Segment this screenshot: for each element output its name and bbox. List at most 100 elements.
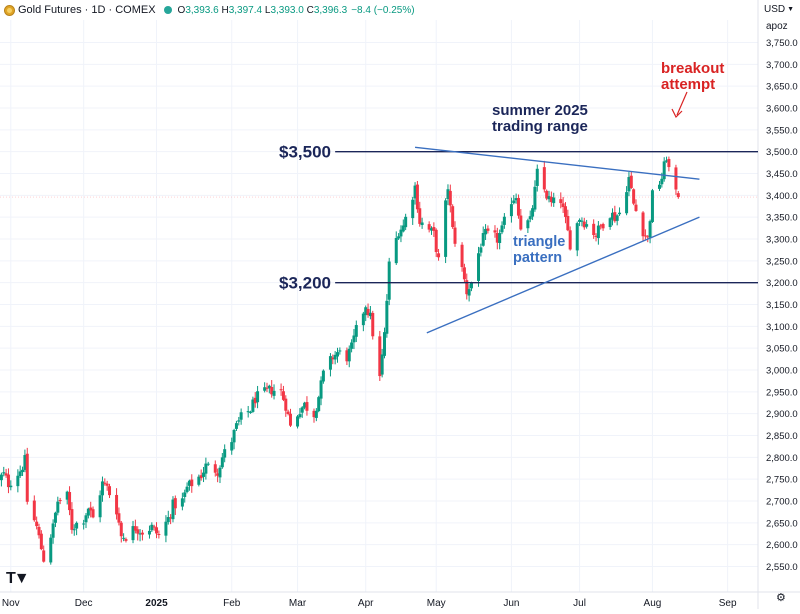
candle-body (105, 483, 109, 486)
candle (516, 194, 520, 219)
candle-body (618, 212, 622, 215)
candle (216, 468, 220, 483)
ohlc-readout: O3,393.6 H3,397.4 L3,393.0 C3,396.3 (177, 4, 348, 16)
candle-body (9, 485, 13, 488)
candle-body (279, 389, 283, 391)
candle-body (65, 491, 69, 500)
candle-body (190, 479, 194, 487)
x-tick-label: Mar (289, 598, 307, 609)
candle-body (526, 220, 530, 229)
candle-body (364, 307, 368, 316)
candle-body (427, 224, 431, 230)
candle (596, 221, 600, 245)
candle (16, 469, 20, 493)
candle (84, 513, 88, 529)
candle (404, 213, 408, 231)
candle-body (509, 204, 513, 217)
candle (437, 248, 441, 261)
candle (6, 468, 10, 494)
candle-body (321, 370, 325, 382)
candle (500, 221, 504, 235)
candle-body (185, 486, 189, 492)
candle (568, 226, 572, 251)
candle-body (646, 236, 650, 238)
candle-body (251, 399, 255, 412)
high-value: 3,397.4 (228, 4, 263, 16)
unit-label: apoz (766, 21, 788, 32)
change-value: −8.4 (−0.25%) (351, 4, 415, 16)
candle-body (352, 335, 356, 343)
candle-body (585, 224, 589, 227)
candle-body (91, 509, 95, 518)
candle (314, 408, 318, 422)
candle (662, 157, 666, 182)
candle-body (335, 352, 339, 357)
candle (665, 156, 669, 163)
candle-body (380, 354, 384, 375)
candle (164, 515, 168, 543)
candle (284, 395, 288, 417)
x-tick-label: Feb (223, 598, 241, 609)
x-tick-label: Nov (2, 598, 20, 609)
candle-body (333, 354, 337, 360)
candle-body (25, 453, 29, 502)
candle-body (566, 216, 570, 231)
candle (387, 257, 391, 306)
candle-body (674, 167, 678, 190)
candle (18, 465, 22, 478)
candle-body (451, 206, 455, 228)
symbol-title[interactable]: Gold Futures · 1D · COMEX (18, 4, 156, 16)
candle (173, 495, 177, 515)
candle (89, 501, 93, 518)
candle (256, 385, 260, 409)
candle-body (147, 530, 151, 535)
candle (0, 472, 3, 487)
y-tick-label: 3,400.0 (766, 191, 798, 202)
candle (25, 447, 29, 505)
candle (180, 492, 184, 511)
currency-selector[interactable]: USD ▼ (764, 4, 794, 15)
candle-body (418, 208, 422, 224)
candle-body (549, 196, 553, 203)
candle-body (328, 356, 332, 370)
candle-body (481, 233, 485, 246)
candle-body (223, 449, 227, 458)
candle-body (133, 526, 137, 531)
candle-body (298, 414, 302, 418)
y-tick-label: 3,500.0 (766, 147, 798, 158)
candle (578, 218, 582, 227)
candle-body (634, 204, 638, 211)
gold-coin-icon (4, 4, 15, 16)
candle-body (676, 193, 680, 198)
candle-body (385, 300, 389, 334)
candle-body (122, 537, 126, 539)
candle (53, 511, 57, 528)
candle (317, 395, 321, 413)
candle (133, 519, 137, 534)
candles (0, 156, 680, 565)
candle (213, 460, 217, 477)
candle (354, 320, 358, 343)
candle (361, 311, 365, 332)
candle-body (108, 486, 112, 496)
candle (427, 221, 431, 233)
candle (98, 490, 102, 523)
close-value: 3,396.3 (313, 4, 348, 16)
candle (82, 519, 86, 530)
candle (531, 205, 535, 221)
candle-body (608, 218, 612, 227)
candle (575, 221, 579, 257)
candle-body (180, 498, 184, 507)
candle (599, 223, 603, 230)
candle (545, 189, 549, 201)
y-tick-label: 3,600.0 (766, 104, 798, 115)
candle (169, 514, 173, 525)
candle-body (232, 429, 236, 443)
x-tick-label: May (427, 598, 446, 609)
candle (204, 457, 208, 480)
annotation-text: trading range (492, 118, 588, 135)
gear-icon[interactable]: ⚙ (776, 592, 786, 604)
candle (267, 384, 271, 394)
